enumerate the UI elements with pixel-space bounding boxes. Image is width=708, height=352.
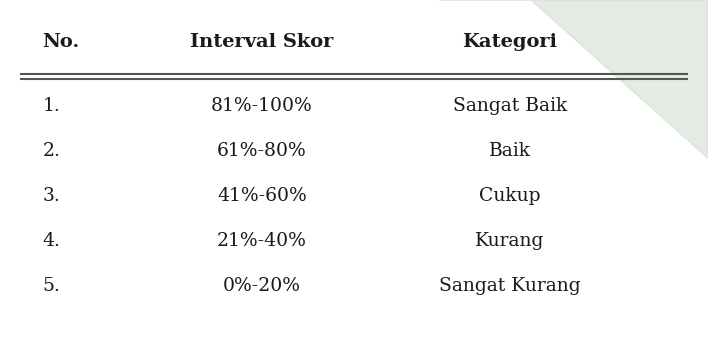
Text: Kurang: Kurang [475,232,544,250]
Text: Baik: Baik [489,142,531,160]
Text: Sangat Kurang: Sangat Kurang [439,277,581,295]
Text: Sangat Baik: Sangat Baik [452,96,567,115]
Text: 41%-60%: 41%-60% [217,187,307,205]
Text: 0%-20%: 0%-20% [223,277,301,295]
Text: Kategori: Kategori [462,33,557,51]
Text: 5.: 5. [42,277,60,295]
Text: Interval Skor: Interval Skor [190,33,333,51]
Text: Cukup: Cukup [479,187,541,205]
Text: 1.: 1. [42,96,60,115]
Text: 4.: 4. [42,232,60,250]
Text: 3.: 3. [42,187,60,205]
Polygon shape [439,0,708,158]
Text: No.: No. [42,33,80,51]
Text: 81%-100%: 81%-100% [211,96,313,115]
Text: 21%-40%: 21%-40% [217,232,307,250]
Text: 61%-80%: 61%-80% [217,142,307,160]
Text: 2.: 2. [42,142,60,160]
